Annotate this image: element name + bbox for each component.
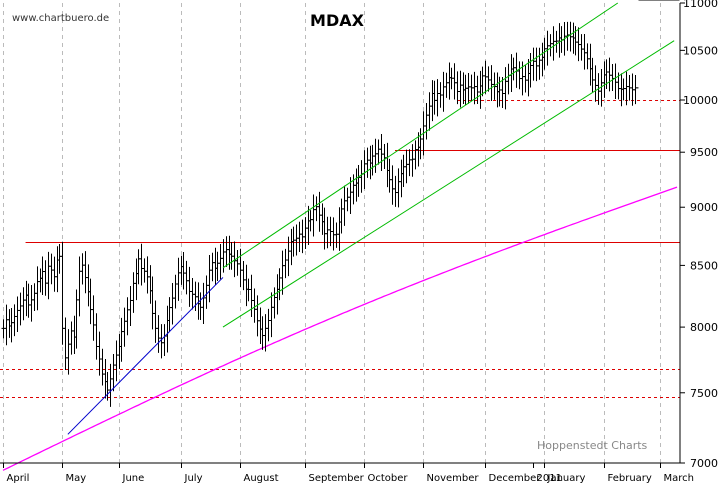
x-axis: April May June July August September October No… <box>0 462 694 484</box>
x-tick-label: February <box>608 473 652 484</box>
watermark-text: www.chartbuero.de <box>12 13 109 24</box>
y-tick-label: 10000 <box>683 94 718 107</box>
y-tick-label: 11000 <box>683 0 718 10</box>
y-tick-label: 10500 <box>683 44 718 57</box>
x-tick-label: January <box>547 473 586 484</box>
y-tick-label: 7000 <box>690 457 718 470</box>
ohlc-bar <box>636 0 641 89</box>
x-tick-label: 2011 <box>537 473 562 484</box>
chart-title: MDAX <box>310 11 365 30</box>
x-tick-label: September <box>309 473 365 484</box>
x-tick-label: July <box>184 473 203 484</box>
y-tick-label: 7500 <box>690 387 718 400</box>
trend-lines <box>67 2 675 435</box>
x-tick-label: March <box>664 473 694 484</box>
moving-average-layer <box>2 186 678 471</box>
chart-credit: Hoppenstedt Charts <box>537 439 648 452</box>
moving-average-line <box>2 186 678 471</box>
channel-line <box>222 2 619 269</box>
y-tick-label: 8500 <box>690 259 718 272</box>
channel-line <box>222 40 675 328</box>
x-tick-label: April <box>7 473 30 484</box>
x-tick-label: November <box>427 473 480 484</box>
x-tick-label: August <box>244 473 279 484</box>
trendline <box>67 277 224 435</box>
x-tick-label: October <box>368 473 409 484</box>
x-tick-label: June <box>122 473 145 484</box>
y-axis: 7000 7500 8000 8500 9000 9500 10000 10500 11000 <box>679 0 718 470</box>
y-tick-label: 9000 <box>690 201 718 214</box>
x-tick-label: December <box>489 473 542 484</box>
y-tick-label: 8000 <box>690 321 718 334</box>
y-tick-label: 9500 <box>690 146 718 159</box>
x-tick-label: May <box>66 473 87 484</box>
horizontal-levels <box>0 100 680 398</box>
